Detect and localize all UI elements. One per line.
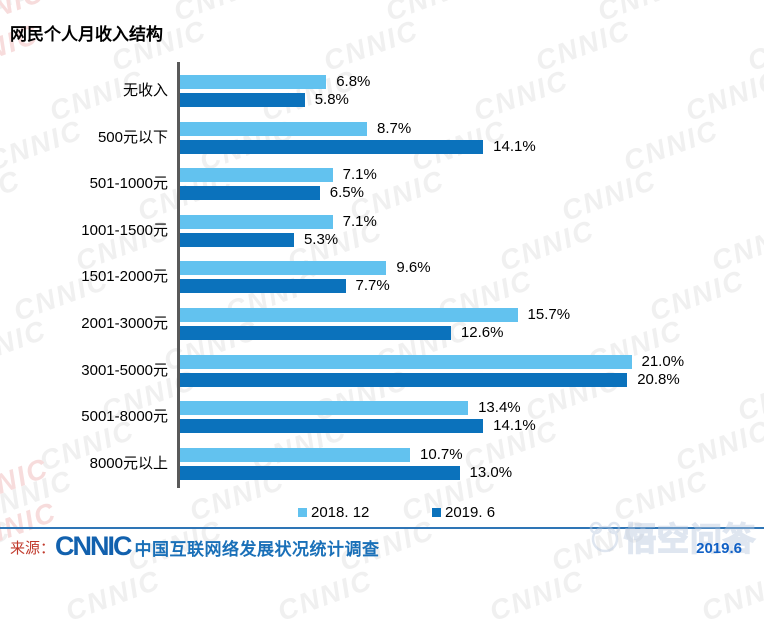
category-label: 500元以下 <box>97 128 168 146</box>
legend-swatch-2018 <box>298 507 307 517</box>
legend-label-2019: 2019. 6 <box>445 503 496 521</box>
bar-2018-value: 7.1% <box>342 212 377 230</box>
bar-2018-value: 8.7% <box>377 119 412 137</box>
bar-2018-value: 21.0% <box>641 352 685 370</box>
bar-2018-value: 13.4% <box>478 399 521 417</box>
bar-2018 <box>180 401 469 416</box>
survey-text: 中国互联网络发展状况统计调查 <box>134 539 380 559</box>
category-label: 8000元以上 <box>89 454 168 472</box>
bar-2019-value: 7.7% <box>355 277 390 295</box>
bar-2019-value: 12.6% <box>460 324 504 341</box>
bar-2018 <box>180 354 632 369</box>
cnnic-logo: CNNIC <box>55 530 132 561</box>
source-label: 来源： <box>10 539 56 557</box>
bar-2019 <box>180 232 294 247</box>
bar-2018 <box>180 168 333 183</box>
bar-2019 <box>180 139 484 154</box>
legend-item-2018: 2018. 12 <box>298 503 370 521</box>
bar-2018-value: 9.6% <box>396 259 431 277</box>
bar-2018 <box>180 261 387 276</box>
bar-2019-value: 13.0% <box>469 463 513 481</box>
bar-2018-value: 7.1% <box>342 166 377 184</box>
bar-2018 <box>180 447 411 462</box>
bar-2019 <box>180 372 628 387</box>
bar-2018 <box>180 214 333 229</box>
category-label: 5001-8000元 <box>81 408 168 426</box>
bar-2019 <box>180 93 305 107</box>
bar-2018-value: 6.8% <box>336 73 371 90</box>
bar-2019-value: 14.1% <box>493 417 536 435</box>
bar-2018-value: 15.7% <box>527 306 571 323</box>
bar-2019-value: 20.8% <box>637 370 680 388</box>
legend-swatch-2019 <box>432 507 441 517</box>
bar-2019-value: 5.3% <box>303 230 339 248</box>
bar-2019-value: 5.8% <box>314 91 349 108</box>
category-label: 1001-1500元 <box>81 221 168 239</box>
chart-title: 网民个人月收入结构 <box>10 25 163 44</box>
chart-area: 无收入 6.8% 5.8% 500元以下 8.7% 14.1% 501-1000… <box>81 62 685 488</box>
bar-2019 <box>180 186 320 201</box>
cnnic-watermark-text: CNNIC <box>61 564 165 627</box>
bar-2018-value: 10.7% <box>420 445 463 463</box>
bar-2019 <box>180 326 451 340</box>
bar-2018 <box>180 121 368 136</box>
cnnic-watermark-text: CNNIC <box>273 564 377 627</box>
category-label: 2001-3000元 <box>81 315 168 332</box>
footer: 来源： CNNIC 中国互联网络发展状况统计调查 <box>10 531 380 563</box>
bar-2018 <box>180 308 518 322</box>
y-axis-line <box>177 62 180 488</box>
cnnic-watermark-text: CNNIC <box>697 564 764 627</box>
category-label: 1501-2000元 <box>81 268 168 286</box>
category-label: 无收入 <box>122 82 168 99</box>
legend-label-2018: 2018. 12 <box>311 503 370 521</box>
bar-2019 <box>180 465 460 480</box>
bar-2019-value: 6.5% <box>329 184 364 202</box>
bar-2019 <box>180 279 346 294</box>
category-label: 3001-5000元 <box>81 361 168 379</box>
cnnic-watermark-text: CNNIC <box>485 564 589 627</box>
separator-line <box>0 527 764 529</box>
footer-date: 2019.6 <box>696 540 742 557</box>
bar-2019-value: 14.1% <box>493 137 536 155</box>
bar-2018 <box>180 75 327 89</box>
bar-2019 <box>180 419 484 434</box>
legend-item-2019: 2019. 6 <box>432 503 496 521</box>
category-label: 501-1000元 <box>89 175 168 193</box>
